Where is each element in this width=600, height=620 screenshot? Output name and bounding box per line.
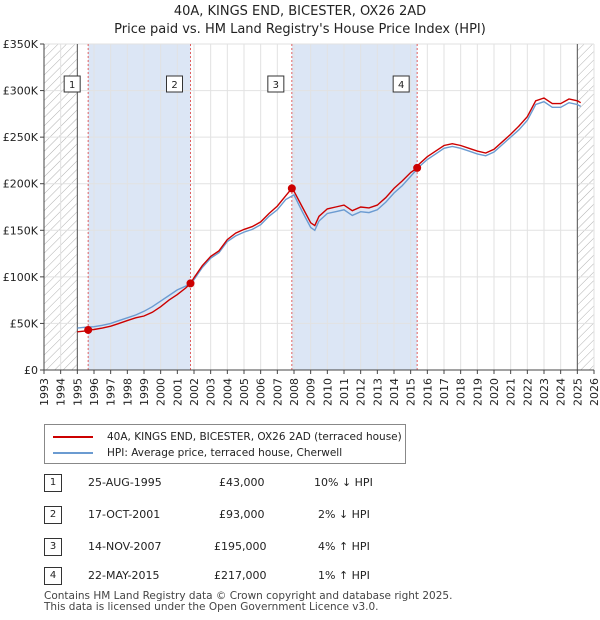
- x-tick-label: 1999: [138, 378, 151, 406]
- sale-hpi-diff: 1% ↑ HPI: [318, 569, 370, 582]
- sale-date: 14-NOV-2007: [88, 540, 162, 553]
- sale-label-text: 4: [398, 80, 404, 91]
- y-tick-label: £200K: [3, 178, 39, 191]
- hatched-region: [577, 44, 594, 370]
- x-tick-label: 2020: [488, 378, 501, 406]
- sale-label-text: 2: [171, 80, 177, 91]
- x-tick-label: 2019: [471, 378, 484, 406]
- sale-label-text: 1: [69, 80, 75, 91]
- x-tick-label: 2013: [371, 378, 384, 406]
- sale-point: [186, 279, 195, 288]
- x-tick-label: 2016: [421, 378, 434, 406]
- x-tick-label: 2009: [305, 378, 318, 406]
- legend-item-hpi: HPI: Average price, terraced house, Cher…: [53, 445, 342, 461]
- property-series-line: [77, 97, 582, 333]
- x-tick-label: 2001: [171, 378, 184, 406]
- x-tick-label: 2002: [188, 378, 201, 406]
- x-tick-label: 2026: [588, 378, 600, 406]
- y-tick-label: £100K: [3, 271, 39, 284]
- sale-point: [413, 163, 422, 172]
- sale-price: £93,000: [219, 508, 265, 521]
- x-tick-label: 1998: [121, 378, 134, 406]
- x-tick-label: 1995: [71, 378, 84, 406]
- sale-date: 17-OCT-2001: [88, 508, 161, 521]
- chart-subtitle: Price paid vs. HM Land Registry's House …: [114, 22, 486, 37]
- legend-swatch-hpi: [53, 452, 93, 454]
- x-tick-label: 2022: [521, 378, 534, 406]
- x-tick-label: 1993: [38, 378, 51, 406]
- sale-date: 25-AUG-1995: [88, 476, 162, 489]
- chart-title: 40A, KINGS END, BICESTER, OX26 2AD: [173, 4, 427, 19]
- x-tick-label: 1997: [105, 378, 118, 406]
- sale-number-badge: 3: [44, 538, 62, 556]
- legend: 40A, KINGS END, BICESTER, OX26 2AD (terr…: [44, 424, 406, 464]
- sale-number-badge: 4: [44, 567, 62, 585]
- legend-label-hpi: HPI: Average price, terraced house, Cher…: [107, 447, 343, 459]
- x-tick-label: 2000: [155, 378, 168, 406]
- x-tick-label: 1994: [55, 378, 68, 406]
- sale-price: £43,000: [219, 476, 265, 489]
- x-tick-label: 2010: [321, 378, 334, 406]
- sale-hpi-diff: 10% ↓ HPI: [314, 476, 373, 489]
- legend-item-property: 40A, KINGS END, BICESTER, OX26 2AD (terr…: [53, 429, 402, 445]
- x-tick-label: 2015: [405, 378, 418, 406]
- x-tick-label: 2008: [288, 378, 301, 406]
- shaded-period: [291, 44, 418, 370]
- x-tick-label: 1996: [88, 378, 101, 406]
- y-tick-label: £150K: [3, 224, 39, 237]
- sale-number-badge: 2: [44, 506, 62, 524]
- x-tick-label: 2004: [221, 378, 234, 406]
- sale-hpi-diff: 4% ↑ HPI: [318, 540, 370, 553]
- x-tick-label: 2018: [455, 378, 468, 406]
- sale-label-box: [63, 75, 81, 93]
- sale-label-box: [392, 75, 410, 93]
- footer-licence: This data is licensed under the Open Gov…: [44, 601, 379, 613]
- legend-swatch-property: [53, 436, 93, 438]
- y-tick-label: £300K: [3, 85, 39, 98]
- y-tick-label: £50K: [10, 317, 39, 330]
- y-tick-label: £0: [24, 364, 38, 377]
- sale-date: 22-MAY-2015: [88, 569, 160, 582]
- x-tick-label: 2011: [338, 378, 351, 406]
- sale-point: [287, 184, 296, 193]
- x-tick-label: 2021: [505, 378, 518, 406]
- x-tick-label: 2005: [238, 378, 251, 406]
- x-tick-label: 2006: [255, 378, 268, 406]
- x-tick-label: 2007: [271, 378, 284, 406]
- x-tick-label: 2003: [205, 378, 218, 406]
- sale-point: [84, 325, 93, 334]
- x-tick-label: 2024: [555, 378, 568, 406]
- footer-copyright: Contains HM Land Registry data © Crown c…: [44, 590, 453, 602]
- x-tick-label: 2023: [538, 378, 551, 406]
- y-tick-label: £250K: [3, 131, 39, 144]
- sale-price: £217,000: [214, 569, 267, 582]
- hpi-series-line: [77, 100, 582, 329]
- sale-label-box: [166, 75, 183, 93]
- shaded-period: [88, 44, 191, 370]
- x-tick-label: 2014: [388, 378, 401, 406]
- y-tick-label: £350K: [3, 38, 39, 51]
- sale-label-box: [267, 75, 285, 93]
- x-tick-label: 2025: [571, 378, 584, 406]
- sale-label-text: 3: [273, 80, 279, 91]
- sale-price: £195,000: [214, 540, 267, 553]
- sale-hpi-diff: 2% ↓ HPI: [318, 508, 370, 521]
- sale-number-badge: 1: [44, 474, 62, 492]
- x-tick-label: 2017: [438, 378, 451, 406]
- legend-label-property: 40A, KINGS END, BICESTER, OX26 2AD (terr…: [107, 431, 402, 443]
- x-tick-label: 2012: [355, 378, 368, 406]
